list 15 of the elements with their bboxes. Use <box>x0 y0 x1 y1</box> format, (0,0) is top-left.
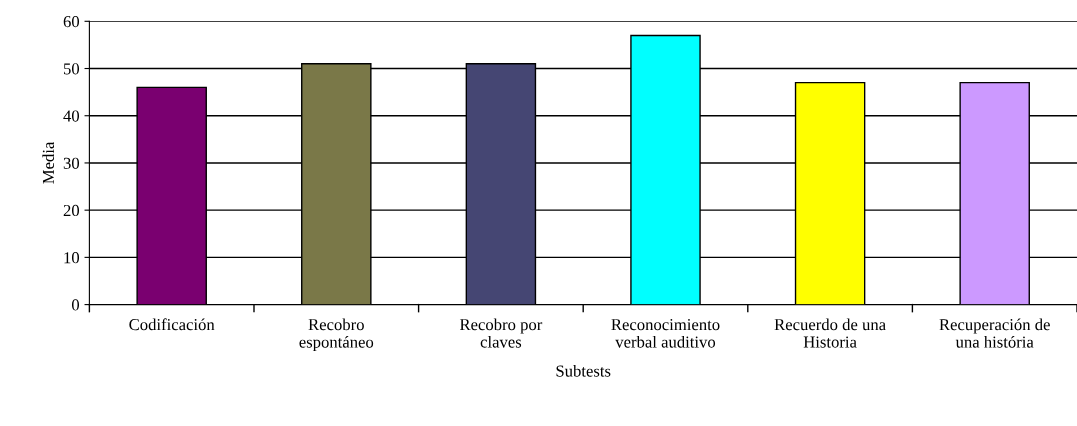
x-tick-label: Recobro espontáneo <box>299 318 374 352</box>
x-tick-label: Reconocimiento verbal auditivo <box>611 319 720 348</box>
x-tick-label: Codificación <box>129 318 215 331</box>
y-tick-label: 10 <box>64 252 80 264</box>
x-tick-label: Recuerdo de una Historia <box>774 318 886 348</box>
x-tick-label: Recuperación de una história <box>939 318 1050 348</box>
y-tick-label: 30 <box>63 157 80 169</box>
y-tick-label: 40 <box>63 110 80 122</box>
y-tick-label: 60 <box>63 16 80 28</box>
y-tick-label: 0 <box>71 299 80 311</box>
y-axis-title: Media <box>42 141 55 184</box>
x-axis-title: Subtests <box>556 364 611 377</box>
x-tick-label: Recobro por claves <box>459 318 543 348</box>
y-tick-label: 50 <box>63 63 80 75</box>
y-tick-label: 20 <box>63 204 80 217</box>
